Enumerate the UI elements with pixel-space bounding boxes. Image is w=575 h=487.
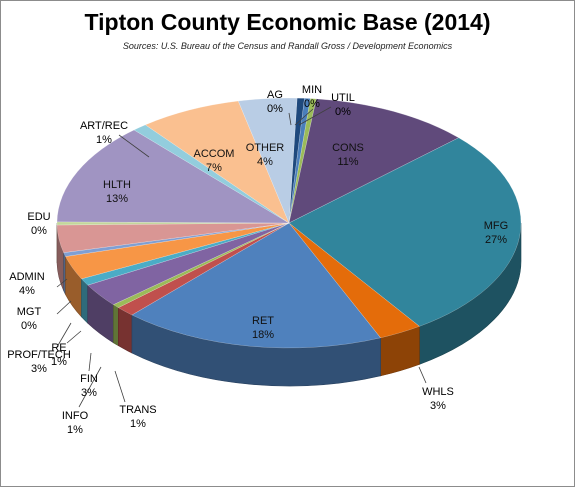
- leader-line-mgt: [56, 300, 72, 315]
- chart-subtitle: Sources: U.S. Bureau of the Census and R…: [122, 41, 453, 51]
- pie-top-faces: [56, 97, 522, 349]
- leader-line-re: [66, 330, 82, 344]
- pie-slice-util: [288, 98, 317, 224]
- slice-label-min: MIN: [302, 84, 322, 96]
- slice-value-whls: 3%: [430, 400, 446, 412]
- slice-label-info: INFO: [62, 410, 89, 422]
- leader-lines: [56, 106, 427, 408]
- slice-label-accom: ACCOM: [194, 148, 235, 160]
- pie-slice-min: [288, 98, 311, 224]
- slice-value-mgt: 0%: [21, 320, 37, 332]
- slice-label-hlth: HLTH: [103, 179, 131, 191]
- pie-slice-other: [237, 97, 298, 224]
- pie-slice-prof-tech: [65, 222, 290, 280]
- pie-slice-whls: [288, 222, 420, 339]
- pie-side-info: [113, 304, 119, 347]
- slice-label-prof-tech: PROF/TECH: [7, 349, 71, 361]
- slice-label-whls: WHLS: [422, 386, 454, 398]
- slice-value-ag: 0%: [267, 103, 283, 115]
- pie-slice-hlth: [56, 129, 290, 224]
- slice-value-prof-tech: 3%: [31, 363, 47, 375]
- pie-slice-ret: [131, 222, 382, 349]
- leader-line-admin: [56, 278, 68, 288]
- slice-label-ag: AG: [267, 89, 283, 101]
- leader-line-ag: [288, 112, 292, 126]
- leader-line-whls: [418, 366, 427, 384]
- slice-value-mfg: 27%: [485, 234, 507, 246]
- leader-line-util: [298, 106, 332, 126]
- pie-side-re: [81, 278, 89, 324]
- chart-title: Tipton County Economic Base (2014): [84, 9, 491, 35]
- pie-slice-ag: [288, 97, 305, 224]
- slice-label-mfg: MFG: [484, 220, 508, 232]
- slice-label-fin: FIN: [80, 373, 98, 385]
- slice-label-trans: TRANS: [119, 404, 156, 416]
- slice-label-util: UTIL: [331, 92, 355, 104]
- slice-value-info: 1%: [67, 424, 83, 436]
- slice-value-fin: 3%: [81, 387, 97, 399]
- pie-slice-cons: [288, 98, 460, 224]
- slice-value-re: 1%: [51, 356, 67, 368]
- pie-slice-mgt: [63, 222, 290, 257]
- pie-slice-fin: [87, 222, 290, 305]
- pie-side-walls: [56, 222, 522, 387]
- slice-value-edu: 0%: [31, 225, 47, 237]
- slice-value-cons: 11%: [337, 156, 358, 168]
- slice-value-util: 0%: [335, 106, 351, 118]
- slice-label-re: RE: [51, 342, 66, 354]
- slice-value-accom: 7%: [206, 162, 222, 174]
- slice-label-ret: RET: [252, 315, 274, 327]
- leader-line-info: [78, 366, 102, 408]
- slice-value-ret: 18%: [252, 329, 274, 341]
- slice-label-admin: ADMIN: [9, 271, 45, 283]
- leader-line-min: [294, 108, 314, 126]
- pie-slice-trans: [117, 222, 290, 316]
- slice-value-min: 0%: [304, 98, 320, 110]
- pie-side-trans: [118, 307, 133, 354]
- slice-value-other: 4%: [257, 156, 273, 168]
- slice-label-edu: EDU: [27, 211, 50, 223]
- slice-label-mgt: MGT: [17, 306, 42, 318]
- slice-labels: AG 0% MIN 0% UTIL 0% CONS 11% MFG 27% WHLS 3% RET 18%…: [7, 84, 508, 436]
- pie-slice-accom: [144, 100, 290, 224]
- slice-value-trans: 1%: [130, 418, 146, 430]
- slice-value-art-rec: 1%: [96, 134, 112, 146]
- slice-value-admin: 4%: [19, 285, 35, 297]
- slice-label-art-rec: ART/REC: [80, 120, 128, 132]
- slice-label-other: OTHER: [246, 142, 285, 154]
- pie-slice-re: [80, 222, 290, 286]
- pie-slice-admin: [56, 222, 290, 253]
- leader-line-art-rec: [118, 134, 150, 158]
- slice-value-hlth: 13%: [106, 193, 128, 205]
- pie-slice-mfg: [288, 137, 522, 327]
- leader-line-trans: [114, 370, 126, 403]
- pie-slice-info: [112, 222, 290, 308]
- slice-label-cons: CONS: [332, 142, 364, 154]
- pie-slice-edu: [56, 221, 290, 226]
- leader-line-prof-tech: [56, 322, 72, 348]
- leader-line-fin: [88, 352, 92, 372]
- pie-slice-art-rec: [133, 124, 290, 224]
